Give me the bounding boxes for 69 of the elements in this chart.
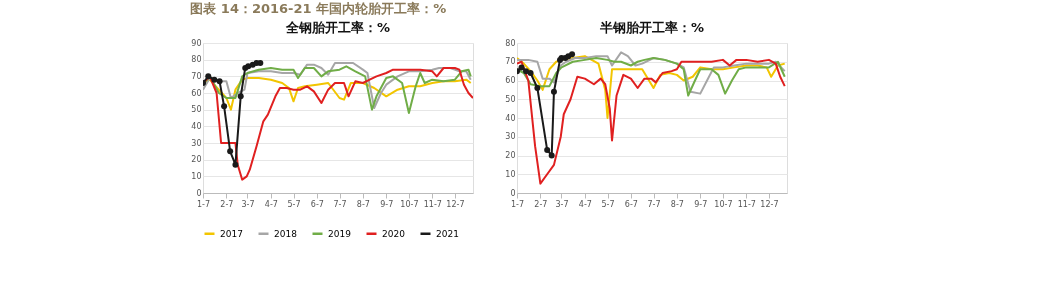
point [232, 161, 239, 168]
y-tick-label: 10 [505, 169, 516, 179]
x-tick-label: 12-7 [760, 199, 779, 209]
x-tick-label: 3-7 [555, 199, 569, 209]
y-tick-label: 50 [191, 105, 202, 115]
x-tick-label: 8-7 [356, 199, 370, 209]
y-tick-label: 40 [191, 121, 202, 131]
line-series [203, 67, 473, 181]
x-tick-label: 3-7 [241, 199, 255, 209]
x-tick-label: 9-7 [380, 199, 394, 209]
x-tick-label: 1-7 [510, 199, 525, 209]
point [237, 93, 244, 100]
y-tick-label: 30 [505, 132, 516, 142]
x-tick-label: 12-7 [446, 199, 465, 209]
point [257, 60, 264, 66]
legend-label: 2017 [220, 228, 243, 239]
y-tick-label: 40 [505, 113, 516, 123]
y-tick-label: 20 [505, 151, 516, 160]
point [227, 148, 234, 155]
x-tick-label: 6-7 [624, 199, 638, 209]
text: 图表 14：2016-21 年国内轮胎开工率：% [190, 0, 447, 16]
x-tick-label: 9-7 [694, 199, 708, 209]
legend-label: 2018 [274, 228, 298, 239]
legend-label: 2019 [328, 228, 352, 239]
y-tick-label: 0 [510, 188, 516, 198]
point [527, 70, 534, 76]
y-tick-label: 60 [191, 88, 202, 98]
point [534, 85, 541, 91]
x-tick-label: 7-7 [647, 199, 661, 209]
legend-label: 2020 [382, 228, 406, 239]
x-tick-label: 11-7 [737, 199, 756, 209]
x-tick-label: 10-7 [400, 199, 419, 209]
y-tick-label: 80 [505, 38, 516, 48]
x-tick-label: 5-7 [287, 199, 301, 209]
x-tick-label: 2-7 [220, 199, 234, 209]
point [216, 78, 223, 85]
x-tick-label: 7-7 [333, 199, 347, 209]
point [550, 88, 557, 95]
y-tick-label: 70 [505, 57, 516, 67]
x-tick-label: 4-7 [264, 199, 278, 209]
x-tick-label: 6-7 [310, 199, 324, 209]
point [548, 152, 555, 159]
y-tick-label: 10 [191, 171, 202, 181]
x-tick-label: 4-7 [578, 199, 592, 209]
point [211, 76, 218, 83]
y-tick-label: 20 [191, 155, 202, 165]
chart-title: 全钢胎开工率：% [284, 20, 391, 35]
y-tick-label: 80 [191, 55, 202, 65]
y-tick-label: 30 [191, 138, 202, 148]
x-tick-label: 10-7 [714, 199, 733, 209]
x-tick-label: 2-7 [534, 199, 548, 209]
y-tick-label: 90 [191, 38, 202, 48]
x-tick-label: 5-7 [601, 199, 615, 209]
point [205, 73, 212, 80]
x-tick-label: 1-7 [196, 199, 211, 209]
point [569, 51, 576, 58]
y-tick-label: 50 [505, 94, 516, 104]
chart-title: 半钢胎开工率：% [598, 20, 705, 35]
y-tick-label: 60 [505, 76, 516, 85]
line-series [517, 51, 786, 95]
x-tick-label: 11-7 [423, 199, 442, 209]
legend-label: 2021 [436, 228, 459, 239]
point [544, 146, 551, 153]
y-tick-label: 70 [191, 71, 202, 81]
line-series [517, 58, 786, 185]
point [523, 68, 530, 75]
point [221, 103, 228, 110]
y-tick-label: 0 [196, 188, 202, 198]
x-tick-label: 8-7 [670, 199, 684, 209]
